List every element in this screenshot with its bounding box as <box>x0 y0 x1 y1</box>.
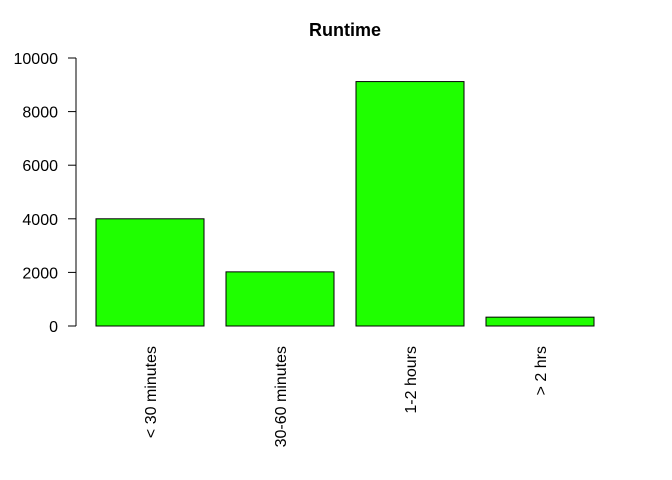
y-axis: 0 2000 4000 6000 8000 10000 <box>14 51 77 336</box>
y-tick-label: 2000 <box>22 265 58 282</box>
y-tick-label: 10000 <box>14 51 59 68</box>
bar <box>355 81 465 327</box>
y-tick-label: 0 <box>49 319 58 336</box>
chart-title: Runtime <box>309 20 381 40</box>
y-tick-label: 8000 <box>22 105 58 122</box>
bar <box>95 218 205 327</box>
y-tick-label: 6000 <box>22 158 58 175</box>
x-category-label: 30-60 minutes <box>273 346 290 447</box>
x-category-label: < 30 minutes <box>143 346 160 438</box>
y-tick-label: 4000 <box>22 212 58 229</box>
x-category-label: > 2 hrs <box>533 346 550 395</box>
bar <box>225 271 335 327</box>
x-category-label: 1-2 hours <box>403 346 420 414</box>
bar <box>485 316 595 327</box>
x-axis-labels: < 30 minutes 30-60 minutes 1-2 hours > 2 hr… <box>143 346 550 447</box>
bars <box>95 81 595 327</box>
